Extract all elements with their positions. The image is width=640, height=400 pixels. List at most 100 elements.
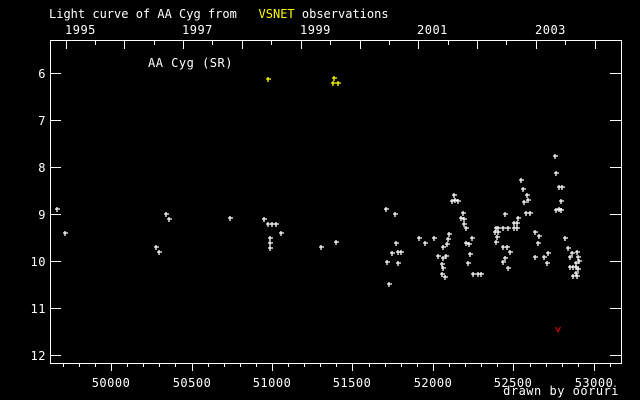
- chart-title: Light curve of AA Cyg from VSNET observa…: [49, 7, 389, 21]
- observations-point: [553, 154, 558, 159]
- y-axis-label: 11: [31, 302, 46, 316]
- bottom-axis-label: 51000: [253, 376, 292, 390]
- y-axis-label: 7: [38, 114, 46, 128]
- observations-point: [384, 207, 389, 212]
- observations-point: [533, 230, 538, 235]
- observations-point: [154, 245, 159, 250]
- chart-title-prefix: Light curve of AA Cyg from: [49, 7, 259, 21]
- observations-point: [470, 236, 475, 241]
- observations-point: [501, 260, 506, 265]
- observations-point: [533, 255, 538, 260]
- observations-point: [459, 216, 464, 221]
- observations-point: [394, 241, 399, 246]
- observations-point: [559, 208, 564, 213]
- observations-point: [508, 250, 513, 255]
- observations-point: [566, 246, 571, 251]
- observations-point: [479, 272, 484, 277]
- observations-point: [432, 236, 437, 241]
- data-points: [55, 76, 582, 333]
- observations-point: [334, 240, 339, 245]
- bottom-axis-label: 50500: [173, 376, 212, 390]
- observations-point: [570, 251, 575, 256]
- observations-point: [461, 211, 466, 216]
- observations-point: [515, 221, 520, 226]
- observations-point: [445, 242, 450, 247]
- observations-point: [496, 230, 501, 235]
- observations-point: [526, 198, 531, 203]
- observations-point: [505, 245, 510, 250]
- observations-point: [319, 245, 324, 250]
- observations-point: [575, 274, 580, 279]
- observations-point: [501, 226, 506, 231]
- observations-point: [440, 272, 445, 277]
- y-axis-label: 6: [38, 67, 46, 81]
- observations-point: [452, 193, 457, 198]
- observations-point: [396, 261, 401, 266]
- observations-point: [537, 234, 542, 239]
- observations-point: [466, 261, 471, 266]
- observations-point: [494, 240, 499, 245]
- observations-point: [574, 271, 579, 276]
- observations-point: [515, 226, 520, 231]
- observations-point: [447, 232, 452, 237]
- bright-observations-point: [332, 76, 337, 81]
- top-axis-year-label: 1999: [300, 23, 331, 37]
- observations-point: [559, 199, 564, 204]
- observations-point: [55, 207, 60, 212]
- observations-point: [464, 241, 469, 246]
- observations-point: [443, 275, 448, 280]
- y-axis-label: 10: [31, 255, 46, 269]
- observations-point: [164, 212, 169, 217]
- observations-point: [453, 198, 458, 203]
- observations-point: [390, 251, 395, 256]
- observations-point: [503, 256, 508, 261]
- observations-point: [385, 260, 390, 265]
- observations-point: [554, 208, 559, 213]
- object-label: AA Cyg (SR): [148, 56, 233, 70]
- bottom-axis-label: 52000: [414, 376, 453, 390]
- observations-point: [423, 241, 428, 246]
- observations-point: [399, 250, 404, 255]
- plot-border: [50, 40, 622, 364]
- observations-point: [268, 246, 273, 251]
- observations-point: [560, 185, 565, 190]
- observations-point: [554, 171, 559, 176]
- observations-point: [503, 212, 508, 217]
- observations-point: [471, 272, 476, 277]
- y-axis-label: 8: [38, 161, 46, 175]
- observations-point: [576, 267, 581, 272]
- observations-point: [393, 212, 398, 217]
- observations-point: [467, 242, 472, 247]
- observations-point: [521, 187, 526, 192]
- bright-observations-point: [266, 77, 271, 82]
- observations-point: [576, 255, 581, 260]
- observations-point: [519, 178, 524, 183]
- observations-point: [446, 237, 451, 242]
- observations-point: [228, 216, 233, 221]
- observations-point: [545, 261, 550, 266]
- observations-point: [268, 236, 273, 241]
- axes: 1995 1997 1999 2001 2003 50000 50500 51000 51500…: [31, 23, 622, 390]
- observations-point: [450, 199, 455, 204]
- observations-point: [417, 236, 422, 241]
- observations-point: [268, 241, 273, 246]
- faint-observation-point: [554, 326, 562, 333]
- y-axis-label: 9: [38, 208, 46, 222]
- observations-point: [563, 236, 568, 241]
- observations-point: [506, 266, 511, 271]
- observations-point: [456, 199, 461, 204]
- bottom-axis-label: 51500: [333, 376, 372, 390]
- bottom-axis-label: 50000: [92, 376, 131, 390]
- observations-point: [536, 241, 541, 246]
- observations-point: [522, 200, 527, 205]
- observations-point: [468, 252, 473, 257]
- observations-point: [542, 255, 547, 260]
- bottom-axis-label: 53000: [575, 376, 614, 390]
- bright-observations-point: [336, 81, 341, 86]
- observations-point: [167, 217, 172, 222]
- observations-point: [279, 231, 284, 236]
- observations-point: [528, 211, 533, 216]
- observations-point: [441, 245, 446, 250]
- observations-point: [462, 222, 467, 227]
